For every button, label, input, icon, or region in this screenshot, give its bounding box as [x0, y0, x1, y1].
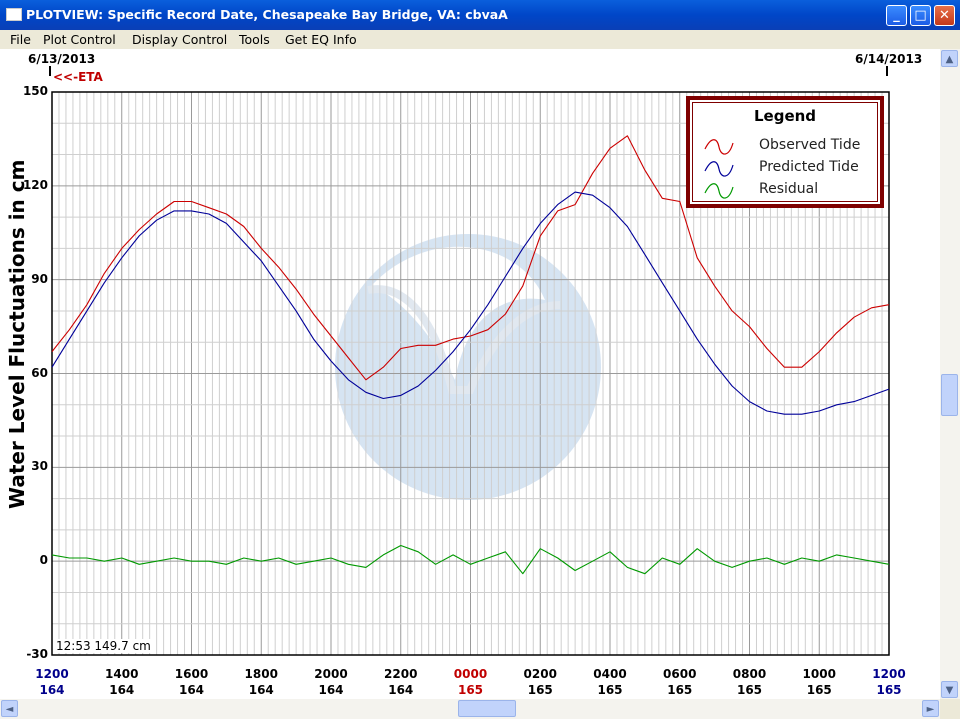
- cursor-readout: 12:53 149.7 cm: [54, 639, 153, 653]
- y-tick-label: -30: [26, 647, 48, 661]
- scrollbar-corner: [940, 699, 960, 719]
- x-tick-day-label: 165: [876, 683, 902, 697]
- scroll-up-button[interactable]: ▲: [941, 50, 958, 67]
- vertical-scroll-thumb[interactable]: [941, 374, 958, 416]
- y-tick-label: 90: [31, 271, 48, 286]
- app-icon: [6, 8, 22, 21]
- title-bar: PLOTVIEW: Specific Record Date, Chesapea…: [0, 0, 960, 30]
- x-tick-day-label: 164: [39, 683, 65, 697]
- x-tick-day-label: 164: [388, 683, 414, 697]
- x-tick-label: 1400: [105, 667, 139, 681]
- x-tick-label: 2000: [314, 667, 348, 681]
- date-left: 6/13/2013: [28, 52, 96, 66]
- x-tick-day-label: 164: [318, 683, 344, 697]
- x-tick-label: 0800: [732, 667, 767, 681]
- series-layer: [51, 135, 890, 575]
- x-tick-day-label: 164: [109, 683, 135, 697]
- x-tick-label: 0400: [593, 667, 627, 681]
- eta-marker: <<-ETA: [53, 70, 103, 84]
- y-tick-label: 60: [31, 365, 48, 380]
- menu-bar: File Plot Control Display Control Tools …: [0, 30, 960, 49]
- menu-display-control[interactable]: Display Control: [132, 32, 228, 47]
- y-tick-label: 120: [22, 177, 48, 192]
- date-right: 6/14/2013: [855, 52, 923, 66]
- minimize-button[interactable]: _: [886, 5, 907, 26]
- x-tick-label: 1200: [35, 667, 69, 681]
- plot-frame: [51, 91, 890, 656]
- x-tick-day-label: 164: [178, 683, 205, 697]
- legend: Legend Observed Tide Predicted Tide Resi…: [686, 96, 884, 208]
- y-tick-label: 150: [22, 84, 48, 98]
- y-tick-label: 0: [39, 553, 48, 568]
- horizontal-scroll-thumb[interactable]: [458, 700, 516, 717]
- predicted-tide-line: [51, 191, 890, 415]
- x-tick-label: 0600: [663, 667, 697, 681]
- menu-file[interactable]: File: [10, 32, 31, 47]
- observed-tide-line: [51, 135, 890, 381]
- x-tick-day-label: 165: [597, 683, 623, 697]
- x-tick-day-label: 165: [806, 683, 832, 697]
- menu-get-eq-info[interactable]: Get EQ Info: [285, 32, 357, 47]
- menu-tools[interactable]: Tools: [239, 32, 270, 47]
- scroll-down-button[interactable]: ▼: [941, 681, 958, 698]
- x-tick-label: 1800: [244, 667, 278, 681]
- menu-plot-control[interactable]: Plot Control: [43, 32, 116, 47]
- x-tick-day-label: 164: [248, 683, 274, 697]
- x-tick-label: 1200: [872, 667, 906, 681]
- x-tick-label: 0000: [453, 667, 488, 681]
- x-tick-day-label: 165: [527, 683, 553, 697]
- window-title: PLOTVIEW: Specific Record Date, Chesapea…: [26, 7, 508, 22]
- y-tick-label: 30: [31, 459, 48, 474]
- residual-line: [51, 544, 890, 575]
- scroll-right-button[interactable]: ►: [922, 700, 939, 717]
- x-tick-day-label: 165: [457, 683, 484, 697]
- maximize-button[interactable]: □: [910, 5, 931, 26]
- x-tick-day-label: 165: [736, 683, 763, 697]
- scroll-left-button[interactable]: ◄: [1, 700, 18, 717]
- legend-title: Legend: [753, 107, 817, 125]
- x-tick-label: 0200: [523, 667, 557, 681]
- x-tick-label: 1600: [174, 667, 209, 681]
- x-tick-label: 2200: [384, 667, 418, 681]
- x-tick-day-label: 165: [667, 683, 693, 697]
- close-button[interactable]: ✕: [934, 5, 955, 26]
- x-tick-label: 1000: [802, 667, 836, 681]
